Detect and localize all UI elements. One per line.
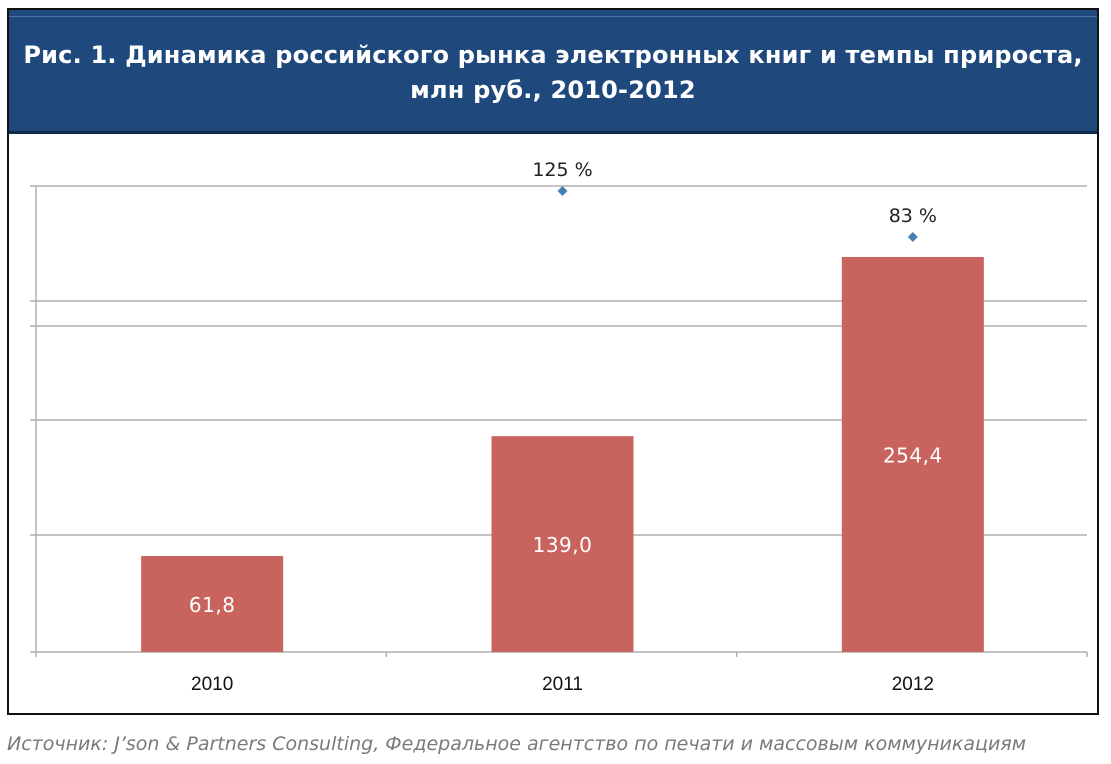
chart-title-line-2: млн руб., 2010-2012 <box>410 76 696 104</box>
x-tick-label: 2011 <box>542 674 583 695</box>
header-divider <box>9 16 1097 17</box>
growth-marker-2011 <box>557 186 568 196</box>
bar-value-label: 139,0 <box>533 533 593 557</box>
chart-header: Рис. 1. Динамика российского рынка элект… <box>9 10 1097 134</box>
bar-value-label: 254,4 <box>883 444 943 468</box>
x-tick-label: 2012 <box>892 674 934 695</box>
x-tick-label: 2010 <box>191 674 233 695</box>
bar-2012 <box>841 257 984 652</box>
growth-marker-2012 <box>907 232 918 242</box>
bar-2010 <box>141 556 284 652</box>
bar-value-label: 61,8 <box>189 593 236 617</box>
growth-label: 125 % <box>532 159 592 181</box>
chart-title-line-1: Рис. 1. Динамика российского рынка элект… <box>23 41 1083 69</box>
source-note: Источник: J’son & Partners Consulting, Ф… <box>7 733 1027 755</box>
bar-2011 <box>491 436 634 652</box>
growth-label: 83 % <box>889 205 937 227</box>
